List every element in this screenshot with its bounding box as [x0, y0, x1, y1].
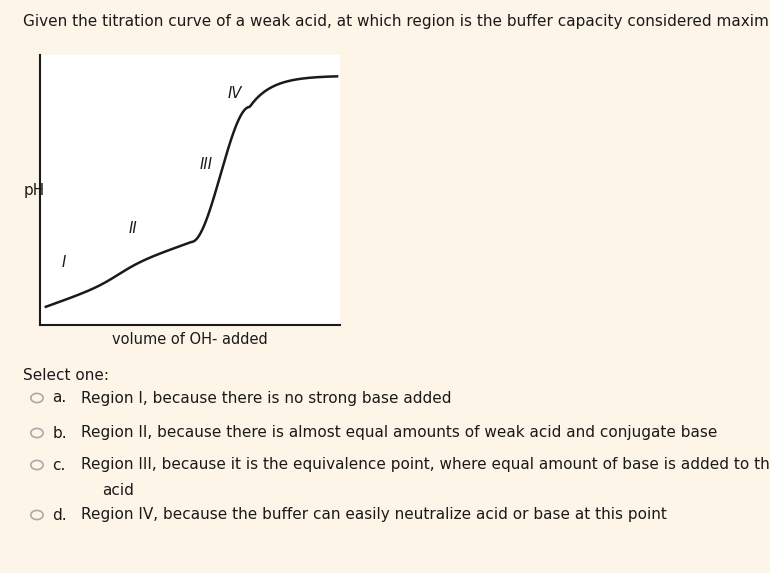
Text: Region III, because it is the equivalence point, where equal amount of base is a: Region III, because it is the equivalenc…: [81, 457, 770, 473]
Text: I: I: [61, 255, 65, 270]
Text: acid: acid: [102, 483, 134, 498]
Text: Region II, because there is almost equal amounts of weak acid and conjugate base: Region II, because there is almost equal…: [81, 426, 717, 441]
Y-axis label: pH: pH: [24, 182, 45, 198]
Text: Select one:: Select one:: [23, 368, 109, 383]
Text: d.: d.: [52, 508, 67, 523]
Text: b.: b.: [52, 426, 67, 441]
Text: Region IV, because the buffer can easily neutralize acid or base at this point: Region IV, because the buffer can easily…: [81, 508, 667, 523]
Text: IV: IV: [228, 87, 243, 101]
Text: a.: a.: [52, 391, 67, 406]
Text: c.: c.: [52, 457, 65, 473]
X-axis label: volume of OH- added: volume of OH- added: [112, 332, 268, 347]
Text: III: III: [199, 156, 213, 171]
Text: Given the titration curve of a weak acid, at which region is the buffer capacity: Given the titration curve of a weak acid…: [23, 14, 770, 29]
Text: II: II: [129, 221, 138, 237]
Text: Region I, because there is no strong base added: Region I, because there is no strong bas…: [81, 391, 451, 406]
